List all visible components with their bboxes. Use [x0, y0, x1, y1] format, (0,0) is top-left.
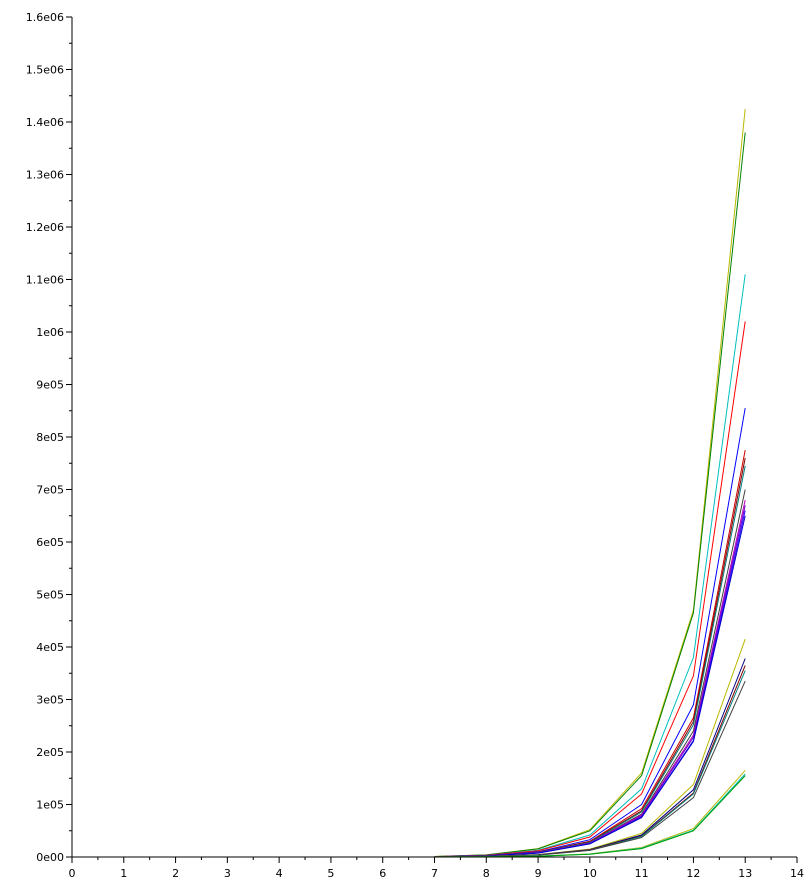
y-tick-label: 8e05: [36, 431, 64, 444]
y-tick-label: 6e05: [36, 536, 64, 549]
x-tick-label: 11: [635, 867, 649, 880]
y-tick-label: 2e05: [36, 746, 64, 759]
y-tick-label: 1.5e06: [26, 64, 64, 77]
x-tick-label: 5: [327, 867, 334, 880]
y-tick-label: 5e05: [36, 589, 64, 602]
x-tick-label: 0: [69, 867, 76, 880]
y-tick-label: 1.2e06: [26, 221, 64, 234]
y-tick-label: 1.6e06: [26, 11, 64, 24]
x-tick-label: 2: [172, 867, 179, 880]
series-line-21: [434, 775, 746, 858]
series-line-8: [434, 465, 746, 858]
y-tick-label: 1.4e06: [26, 116, 64, 129]
series-line-7: [434, 457, 746, 858]
x-tick-label: 7: [431, 867, 438, 880]
y-tick-label: 3e05: [36, 694, 64, 707]
y-axis-ticks: 0e00 1e05 2e05 3e05 4e05 5e05 6e05 7e05 8e05 9e05…: [26, 11, 72, 864]
series-line-5: [434, 408, 746, 858]
series-line-10: [434, 499, 746, 858]
series-line-15: [434, 658, 746, 858]
series-line-2: [434, 132, 746, 857]
y-tick-label: 0e00: [36, 851, 64, 864]
x-tick-label: 1: [120, 867, 127, 880]
series-layer: [434, 108, 746, 858]
y-tick-label: 1e06: [36, 326, 64, 339]
x-tick-label: 8: [483, 867, 490, 880]
y-tick-label: 1e05: [36, 799, 64, 812]
y-tick-label: 1.1e06: [26, 274, 64, 287]
x-tick-label: 14: [790, 867, 804, 880]
series-line-6: [434, 450, 746, 858]
x-tick-label: 13: [738, 867, 752, 880]
series-line-1: [434, 108, 746, 857]
y-tick-label: 9e05: [36, 379, 64, 392]
x-axis-ticks: 0 1 2 3 4 5 6 7 8 9 10 11 12 13 14: [69, 857, 804, 880]
y-tick-label: 4e05: [36, 641, 64, 654]
x-tick-label: 10: [583, 867, 597, 880]
x-tick-label: 9: [535, 867, 542, 880]
x-tick-label: 4: [276, 867, 283, 880]
x-tick-label: 3: [224, 867, 231, 880]
x-tick-label: 12: [686, 867, 700, 880]
y-tick-label: 1.3e06: [26, 169, 64, 182]
y-tick-label: 7e05: [36, 484, 64, 497]
x-tick-label: 6: [379, 867, 386, 880]
